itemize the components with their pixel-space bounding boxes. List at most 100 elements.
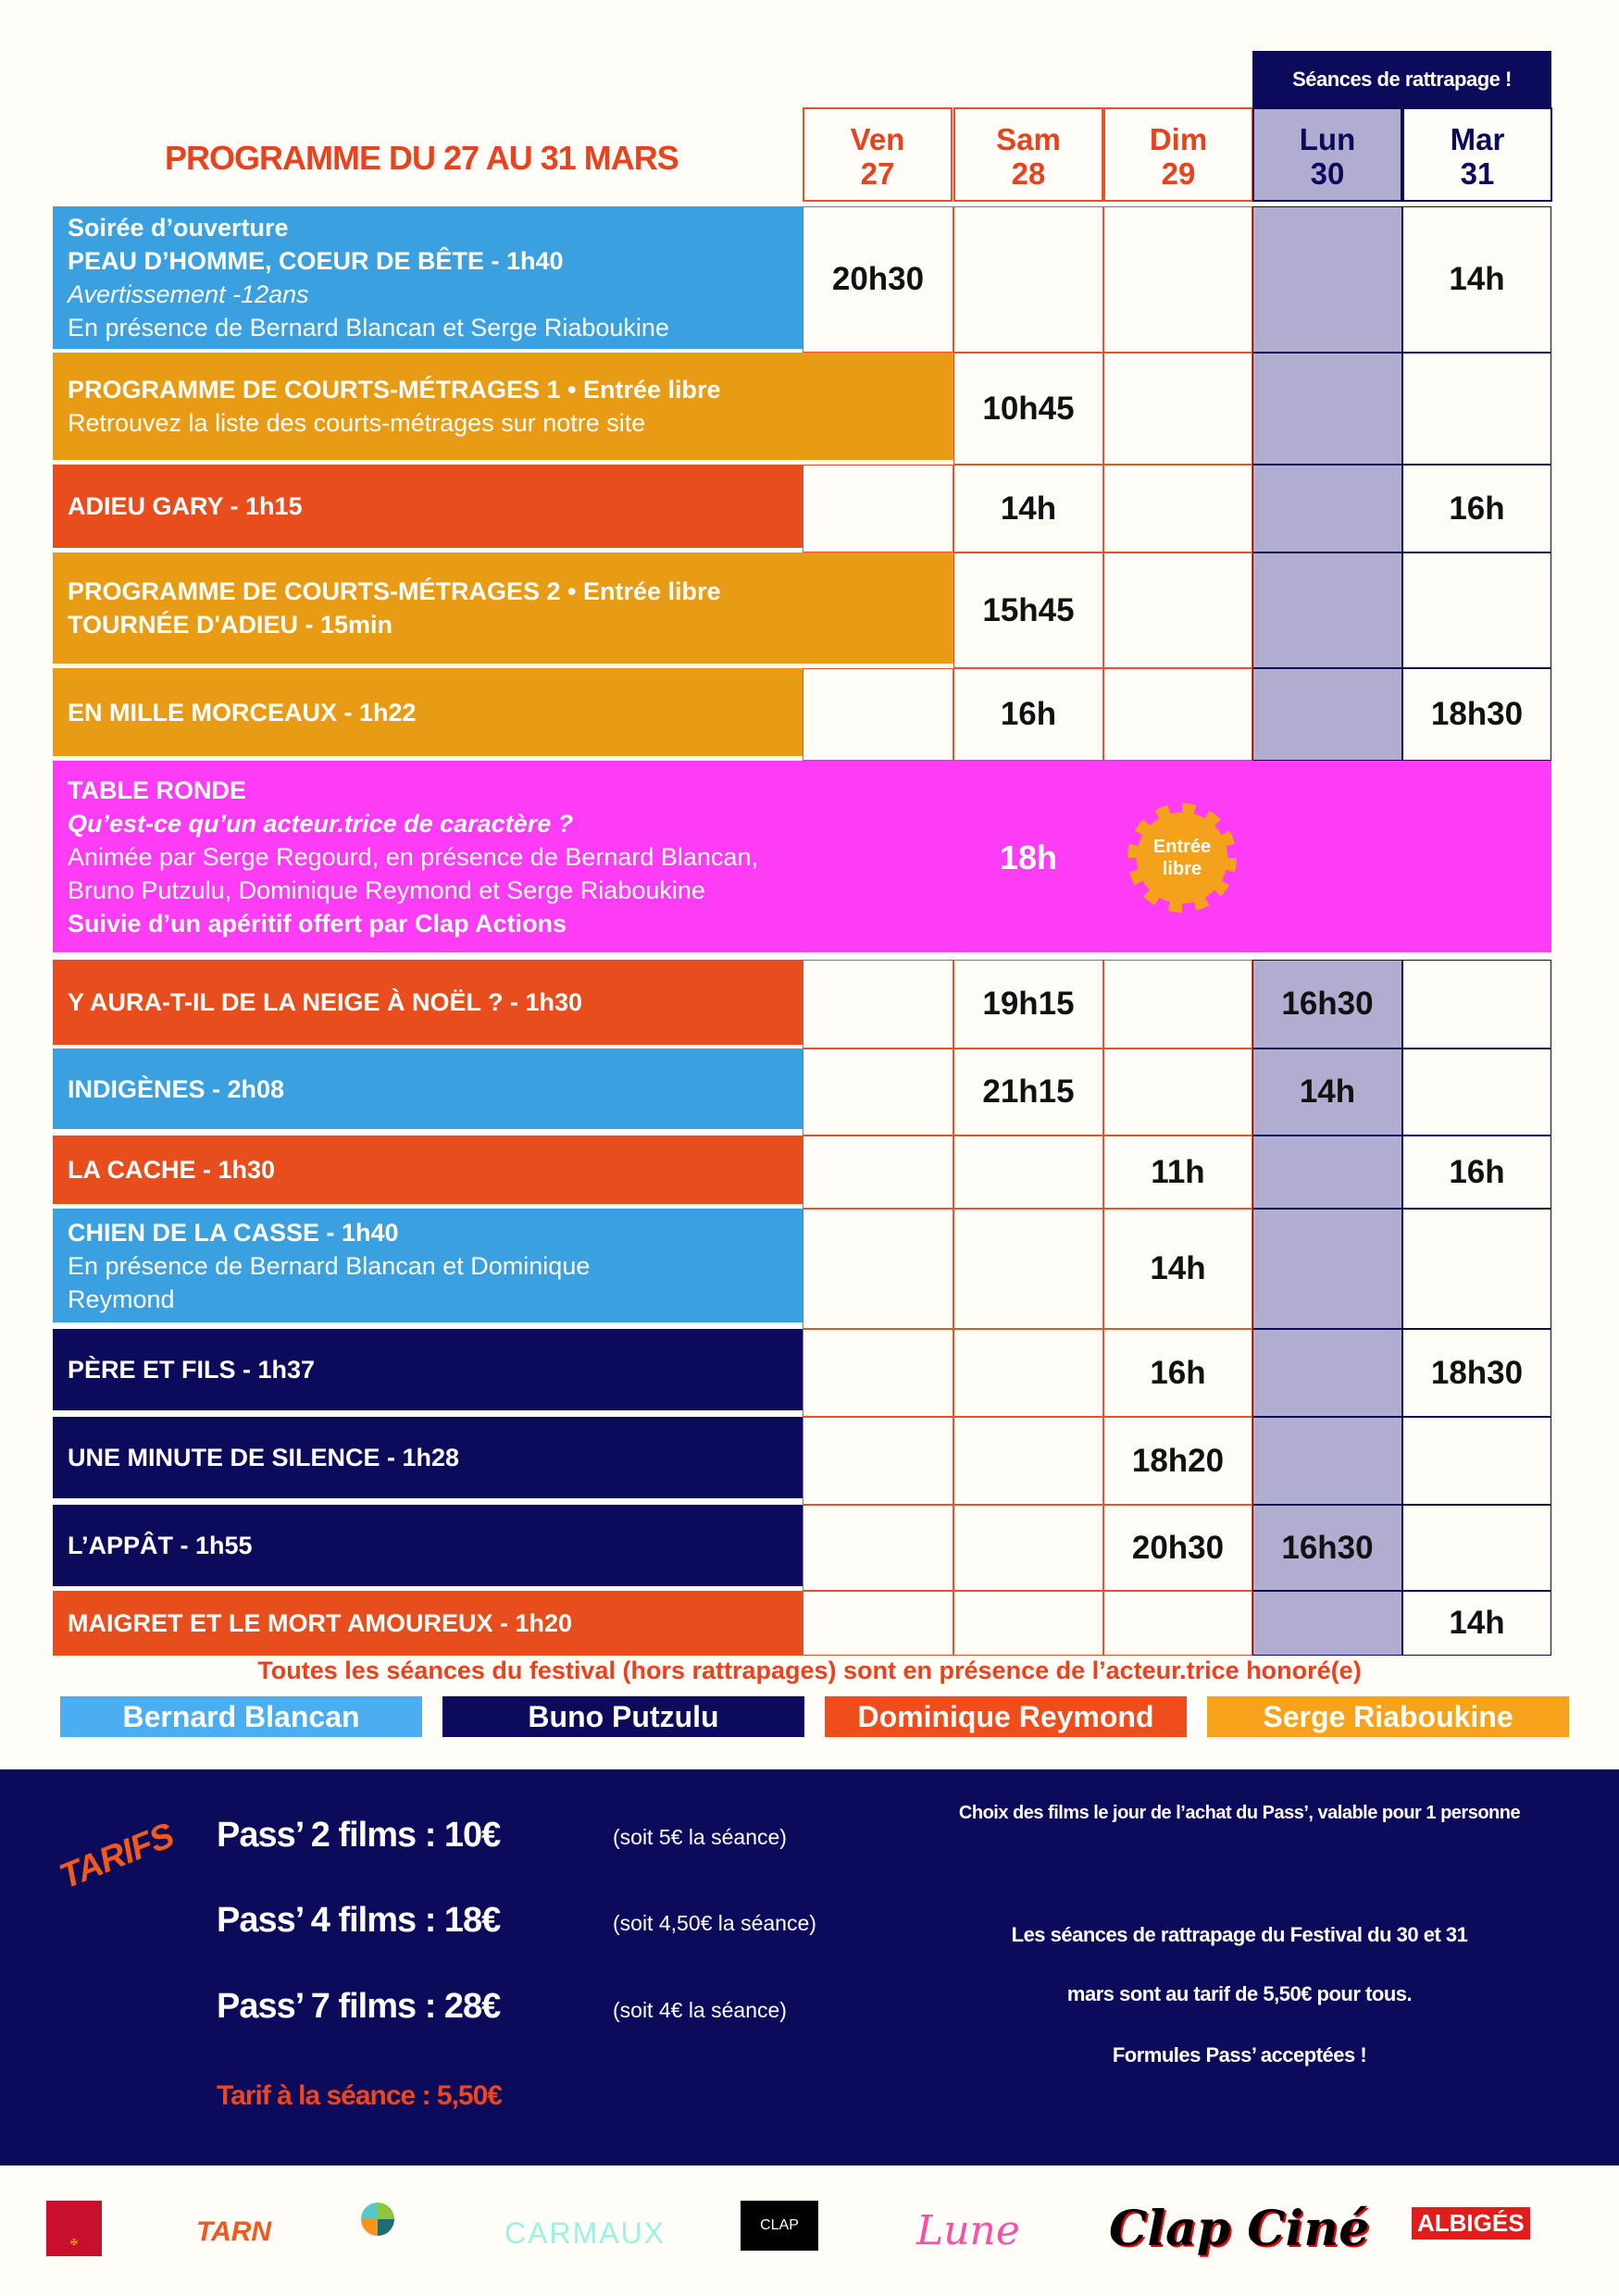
session-cell-lun (1252, 353, 1402, 465)
catchup-price-line-2: mars sont au tarif de 5,50€ pour tous. (1066, 1982, 1413, 2005)
badge-text: Entrée libre (1152, 837, 1212, 879)
session-cell-mar (1402, 1505, 1551, 1591)
single-price: Tarif à la séance : 5,50€ (217, 2080, 503, 2111)
label-line: INDIGÈNES - 2h08 (68, 1074, 285, 1103)
catchup-price-line-3: Formules Pass’ acceptées ! (1112, 2043, 1367, 2066)
session-cell-lun (1252, 668, 1402, 761)
program-row-label: ADIEU GARY - 1h15 (53, 465, 803, 548)
lune-cinemas-logo: Lune (916, 2207, 1020, 2254)
session-cell-dim (1103, 960, 1252, 1049)
session-cell-mar (1402, 960, 1551, 1049)
program-row-label: UNE MINUTE DE SILENCE - 1h28 (53, 1417, 803, 1498)
session-cell-ven (803, 1136, 953, 1209)
session-cell-sam: 16h (953, 668, 1103, 761)
session-cell-sam (953, 1417, 1103, 1505)
catchup-sessions-header: Séances de rattrapage ! (1252, 51, 1551, 107)
session-cell-sam (953, 1329, 1103, 1417)
day-header-ven: Ven 27 (803, 107, 953, 202)
session-time: 18h (999, 838, 1058, 876)
label-line: TOURNÉE D'ADIEU - 15min (68, 611, 392, 639)
session-cell-dim: 20h30 (1103, 1505, 1252, 1591)
session-cell-sam: 15h45 (953, 552, 1103, 668)
day-header-mar: Mar 31 (1402, 107, 1552, 202)
clap-cine-logo: Clap Ciné (1109, 2201, 1370, 2257)
program-row-label: PROGRAMME DE COURTS-MÉTRAGES 2 • Entrée … (53, 552, 953, 664)
program-row-label: Y AURA-T-IL DE LA NEIGE À NOËL ? - 1h30 (53, 960, 803, 1045)
program-row-label: INDIGÈNES - 2h08 (53, 1049, 803, 1129)
session-cell-mar: 18h30 (1402, 668, 1551, 761)
session-cell-lun (1252, 465, 1402, 552)
session-cell-lun (1252, 1329, 1402, 1417)
pass-choice-note: Choix des films le jour de l’achat du Pa… (958, 1803, 1521, 1823)
legend-actor: Serge Riaboukine (1207, 1696, 1569, 1737)
program-row-label: PÈRE ET FILS - 1h37 (53, 1329, 803, 1410)
free-entry-badge: Entrée libre (1127, 803, 1237, 912)
label-line: CHIEN DE LA CASSE - 1h40 (68, 1218, 399, 1247)
legend-actor: Buno Putzulu (442, 1696, 804, 1737)
clap-actions-logo: CLAP (741, 2201, 818, 2251)
session-cell-lun (1252, 1591, 1402, 1656)
catchup-price-line-1: Les séances de rattrapage du Festival du… (1011, 1923, 1468, 1946)
session-cell-ven (803, 668, 953, 761)
label-line: PEAU D’HOMME, COEUR DE BÊTE - 1h40 (68, 247, 564, 275)
occitanie-logo: ✠ (46, 2201, 102, 2256)
day-number: 31 (1460, 156, 1495, 191)
session-cell-sam (953, 1136, 1103, 1209)
label-line: En présence de Bernard Blancan et Domini… (68, 1251, 591, 1280)
tarifs-section (0, 1769, 1619, 2166)
pass-4: Pass’ 4 films : 18€ (217, 1901, 501, 1940)
session-cell-mar: 14h (1402, 1591, 1551, 1656)
label-line: MAIGRET ET LE MORT AMOUREUX - 1h20 (68, 1609, 573, 1637)
day-name: Lun (1299, 122, 1356, 156)
program-row-label: PROGRAMME DE COURTS-MÉTRAGES 1 • Entrée … (53, 353, 953, 460)
radio-albiges-logo: ALBIGÉS (1412, 2207, 1530, 2240)
label-line: PROGRAMME DE COURTS-MÉTRAGES 1 • Entrée … (68, 376, 721, 403)
label-line: TABLE RONDE (68, 776, 246, 804)
session-cell-ven (803, 1329, 953, 1417)
session-cell-sam: 19h15 (953, 960, 1103, 1049)
session-cell-lun (1252, 1417, 1402, 1505)
session-cell-dim (1103, 552, 1252, 668)
session-cell-ven (803, 1209, 953, 1329)
label-line: Suivie d’un apéritif offert par Clap Act… (68, 909, 567, 937)
tarn-logo: TARN (196, 2216, 272, 2247)
legend-actor: Dominique Reymond (825, 1696, 1187, 1737)
session-cell-ven: 20h30 (803, 206, 953, 353)
session-cell-lun (1252, 1209, 1402, 1329)
session-cell-mar: 16h (1402, 465, 1551, 552)
session-cell-ven (803, 465, 953, 552)
label-line: LA CACHE - 1h30 (68, 1156, 276, 1184)
session-cell-mar (1402, 552, 1551, 668)
label-line: Avertissement -12ans (68, 280, 309, 308)
label-line: Bruno Putzulu, Dominique Reymond et Serg… (68, 875, 705, 904)
session-cell-sam (953, 1505, 1103, 1591)
legend-actor: Bernard Blancan (60, 1696, 422, 1737)
session-cell-dim: 14h (1103, 1209, 1252, 1329)
session-cell-lun: 16h30 (1252, 1505, 1402, 1591)
label-line: Soirée d’ouverture (68, 214, 289, 242)
pass-2: Pass’ 2 films : 10€ (217, 1816, 501, 1855)
session-cell-mar (1402, 1209, 1551, 1329)
session-cell-lun (1252, 1136, 1402, 1209)
session-cell-ven (803, 960, 953, 1049)
day-header-lun: Lun 30 (1252, 107, 1402, 202)
session-cell-ven (803, 1505, 953, 1591)
session-cell-lun (1252, 552, 1402, 668)
day-header-sam: Sam 28 (953, 107, 1103, 202)
page-title: PROGRAMME DU 27 AU 31 MARS (165, 139, 679, 177)
program-row-label: L’APPÂT - 1h55 (53, 1505, 803, 1586)
festival-note: Toutes les séances du festival (hors rat… (257, 1657, 1362, 1684)
pass-7-detail: (soit 4€ la séance) (613, 1998, 787, 2022)
label-line: Reymond (68, 1285, 175, 1313)
session-cell-mar (1402, 1417, 1551, 1505)
day-number: 27 (860, 156, 895, 191)
session-cell-sam: 10h45 (953, 353, 1103, 465)
session-cell-lun: 14h (1252, 1049, 1402, 1136)
day-number: 30 (1310, 156, 1345, 191)
session-cell-sam (953, 1209, 1103, 1329)
session-cell-sam: 21h15 (953, 1049, 1103, 1136)
program-row-label: CHIEN DE LA CASSE - 1h40 En présence de B… (53, 1209, 803, 1322)
session-cell-dim (1103, 668, 1252, 761)
program-row-label: TABLE RONDE Qu’est-ce qu’un acteur.trice … (53, 761, 1551, 952)
session-cell-dim (1103, 1049, 1252, 1136)
